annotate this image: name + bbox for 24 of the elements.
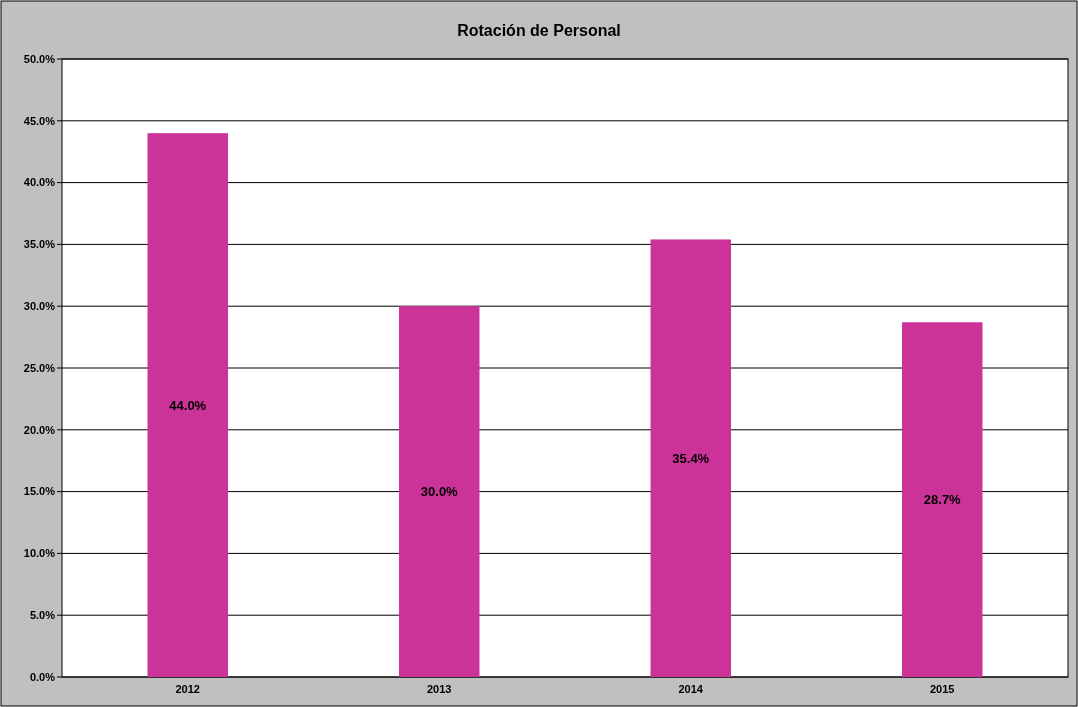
bar bbox=[650, 239, 731, 677]
x-tick-label: 2013 bbox=[427, 683, 452, 695]
data-label: 44.0% bbox=[169, 397, 207, 413]
y-tick-label: 10.0% bbox=[23, 547, 56, 560]
data-label: 30.0% bbox=[420, 484, 459, 500]
bar bbox=[147, 133, 228, 677]
bar bbox=[399, 306, 480, 677]
x-tick-label: 2015 bbox=[930, 683, 955, 695]
data-label: 28.7% bbox=[923, 492, 962, 508]
y-tick-label: 45.0% bbox=[23, 114, 56, 127]
chart-title: Rotación de Personal bbox=[457, 22, 621, 39]
y-tick-label: 25.0% bbox=[23, 361, 56, 374]
x-tick-label: 2012 bbox=[175, 683, 200, 695]
x-tick-label: 2014 bbox=[678, 683, 704, 695]
y-tick-label: 30.0% bbox=[23, 300, 56, 313]
y-tick-label: 15.0% bbox=[23, 485, 56, 498]
y-tick-label: 5.0% bbox=[29, 609, 56, 622]
y-tick-label: 50.0% bbox=[23, 52, 56, 65]
y-tick-label: 0.0% bbox=[29, 670, 56, 683]
y-tick-label: 20.0% bbox=[23, 423, 56, 436]
y-tick-label: 35.0% bbox=[23, 238, 56, 251]
data-label: 35.4% bbox=[672, 450, 710, 466]
bar bbox=[902, 322, 983, 677]
y-tick-label: 40.0% bbox=[23, 176, 56, 189]
